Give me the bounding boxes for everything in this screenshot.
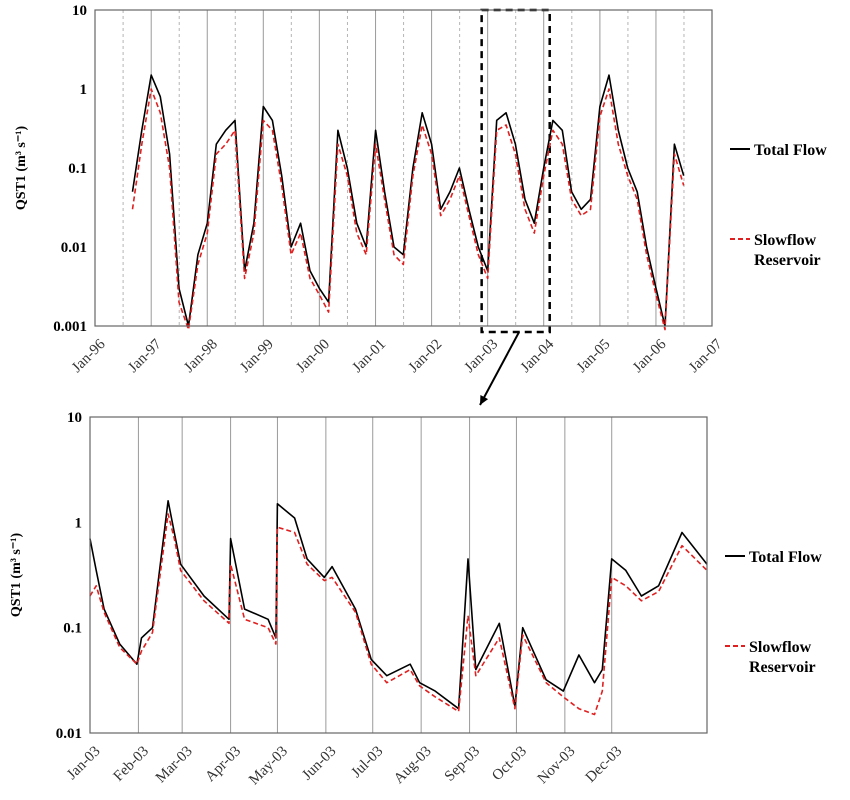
x-tick-label: Jan-99 [237,336,277,376]
y-axis-label: QST1 (m³ s⁻¹) [9,533,24,618]
x-tick-label: Jan-04 [518,336,558,376]
x-tick-label: Jan-03 [462,336,502,376]
overview-panel: Jan-96 Jan-97 Jan-98 Jan-99 Jan-00 Jan-01 Jan-… [14,3,827,406]
y-tick-label: 0.01 [61,240,87,256]
x-tick-label: Dec-03 [583,743,626,786]
legend-label: Reservoir [754,252,821,269]
plot-frame [94,9,713,327]
y-axis-label: QST1 (m³ s⁻¹) [14,126,29,211]
x-tick-label: Aug-03 [391,743,435,787]
legend-label: Total Flow [754,142,827,159]
x-tick-label: Jan-96 [69,336,109,376]
y-tick-label: 10 [67,410,82,426]
detail-panel: Jan-03 Feb-03 Mar-03 Apr-03 May-03 Jun-03 Jul-… [9,410,822,788]
highlight-box [480,8,551,334]
series-line-slowflow-reservoir [131,88,685,331]
x-tick-label: Jan-07 [686,336,726,376]
x-tick-label: Jan-06 [630,336,670,376]
x-tick-label: Jan-98 [181,336,221,376]
x-tick-label: Jan-01 [350,336,390,376]
x-tick-label: Apr-03 [202,743,244,785]
x-tick-label: Jan-00 [293,336,333,376]
legend-label: Slowflow [754,232,817,249]
x-tick-label: Nov-03 [535,743,579,787]
y-tick-label: 0.1 [63,621,82,637]
plot-frame [89,416,708,734]
y-tick-label: 1 [80,82,88,98]
x-tick-label: Jan-03 [64,743,104,783]
y-tick-label: 1 [75,515,83,531]
legend-label: Reservoir [749,659,816,676]
series-line-total-flow [89,500,708,710]
x-tick-label: Oct-03 [489,743,530,784]
x-tick-label: Sep-03 [442,743,483,784]
x-tick-label: Jan-02 [406,336,446,376]
x-tick-label: Jan-05 [574,336,614,376]
x-tick-label: Jun-03 [299,743,339,783]
y-tick-label: 0.01 [56,726,82,742]
zoom-arrow [479,331,520,406]
x-tick-label: Mar-03 [153,743,196,786]
y-tick-label: 0.1 [68,161,87,177]
x-tick-label: May-03 [246,743,291,788]
plot-area [90,417,707,733]
legend-label: Total Flow [749,549,822,566]
legend-label: Slowflow [749,639,812,656]
series-line-total-flow [131,74,685,327]
x-tick-label: Jan-97 [125,336,165,376]
y-tick-label: 10 [72,3,87,19]
series-line-slowflow-reservoir [89,513,708,716]
x-tick-label: Feb-03 [111,743,152,784]
x-tick-label: Jul-03 [349,743,387,781]
zoom-arrow-head [480,395,489,405]
y-tick-label: 0.001 [53,319,87,335]
